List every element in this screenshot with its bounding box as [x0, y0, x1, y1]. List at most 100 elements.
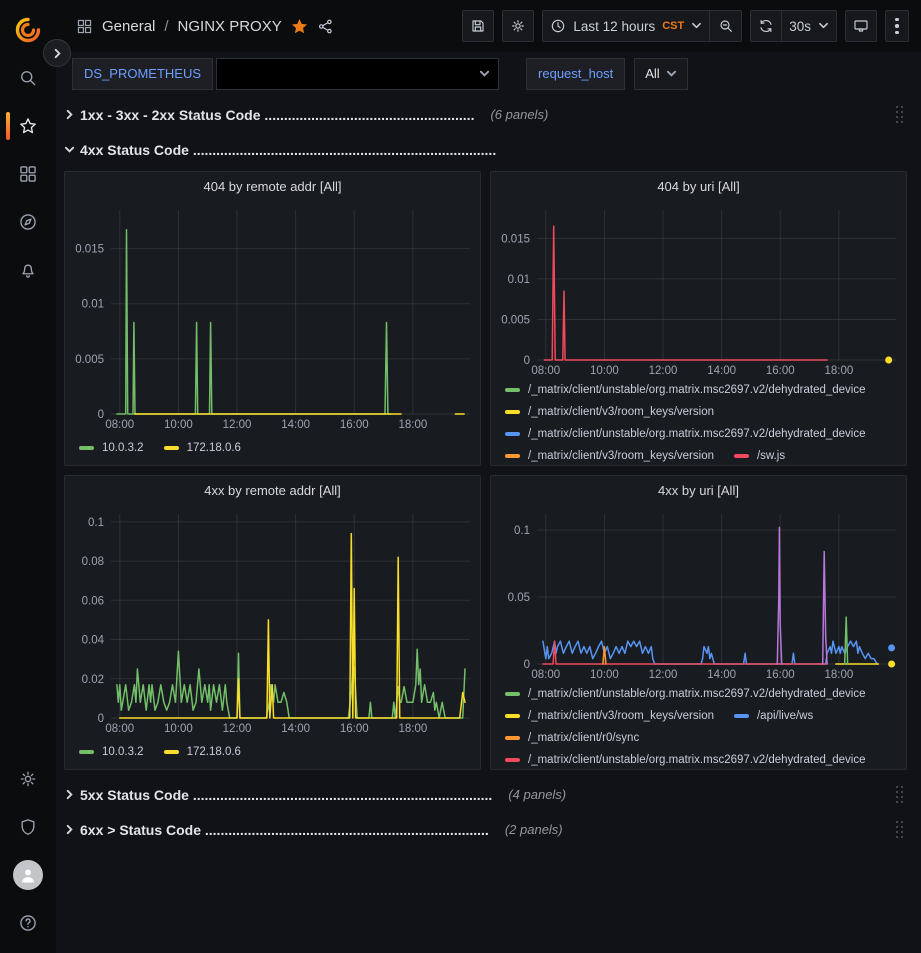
svg-text:0.04: 0.04 [82, 635, 105, 647]
legend-label: /_matrix/client/unstable/org.matrix.msc2… [528, 754, 866, 766]
row-4xx[interactable]: 4xx Status Code ........................… [64, 136, 907, 163]
svg-text:18:00: 18:00 [824, 669, 853, 681]
svg-text:0: 0 [98, 713, 104, 725]
svg-text:0.005: 0.005 [501, 314, 530, 326]
svg-text:12:00: 12:00 [649, 365, 678, 377]
legend-swatch [163, 750, 179, 754]
timeseries-chart[interactable]: 0 0.005 0.01 0.015 08:00 10:00 12:00 14:00 16:00… [65, 200, 480, 433]
legend-swatch [505, 714, 520, 718]
svg-text:08:00: 08:00 [105, 723, 134, 735]
dashboard-content: 1xx - 3xx - 2xx Status Code ............… [56, 95, 921, 953]
request-host-value-select[interactable]: All [634, 57, 688, 90]
share-dashboard-button[interactable] [317, 18, 334, 35]
ds-prometheus-label[interactable]: DS_PROMETHEUS [72, 57, 214, 90]
chevron-down-icon [691, 19, 702, 34]
sidebar-item-search[interactable] [0, 54, 56, 102]
sidebar-item-profile[interactable] [0, 851, 56, 899]
timeseries-chart[interactable]: 0 0.02 0.04 0.06 0.08 0.1 08:00 10:00 12:00 14:00… [65, 504, 480, 737]
row-panel-count: (6 panels) [490, 107, 549, 122]
chevron-down-icon [818, 19, 829, 34]
legend-label: /_matrix/client/r0/sync [528, 732, 640, 744]
panel-title[interactable]: 404 by remote addr [All] [203, 178, 342, 194]
legend-swatch [505, 388, 520, 392]
row-title: 4xx Status Code ........................… [80, 141, 497, 158]
row-drag-handle[interactable] [892, 102, 908, 128]
expand-sidebar-button[interactable] [43, 39, 71, 67]
cycle-view-mode-button[interactable] [845, 10, 877, 42]
chart-area: 0 0.005 0.01 0.015 08:00 10:00 12:00 14:00 16:00… [491, 200, 906, 379]
breadcrumb-section[interactable]: General [102, 17, 156, 35]
refresh-button[interactable] [750, 10, 783, 42]
panel-title[interactable]: 404 by uri [All] [657, 178, 740, 194]
row-drag-handle[interactable] [892, 782, 908, 808]
timeseries-chart[interactable]: 0 0.05 0.1 08:00 10:00 12:00 14:00 16:00 18:00 [491, 504, 906, 683]
dashboards-grid-icon[interactable] [76, 18, 93, 35]
page-title[interactable]: NGINX PROXY [177, 17, 282, 35]
dashboard-settings-button[interactable] [502, 10, 535, 42]
sidebar-item-server-admin[interactable] [0, 803, 56, 851]
favorite-star-button[interactable] [291, 18, 308, 35]
legend-item[interactable]: /_matrix/client/unstable/org.matrix.msc2… [505, 423, 866, 445]
zoom-out-time-button[interactable] [710, 10, 743, 42]
svg-text:16:00: 16:00 [766, 669, 795, 681]
legend-item[interactable]: /_matrix/client/v3/room_keys/version [505, 401, 714, 423]
legend-item[interactable]: /_matrix/client/v3/room_keys/version [505, 445, 714, 465]
legend-item[interactable]: 172.18.0.6 [163, 437, 241, 459]
panel-title[interactable]: 4xx by remote addr [All] [204, 482, 341, 498]
person-icon [21, 869, 35, 883]
legend-item[interactable]: /_matrix/client/unstable/org.matrix.msc2… [505, 683, 866, 705]
zoom-out-icon [720, 20, 732, 32]
legend-item[interactable]: 10.0.3.2 [79, 741, 144, 763]
refresh-interval-picker[interactable]: 30s [782, 10, 837, 42]
svg-text:14:00: 14:00 [281, 419, 310, 431]
sidebar-item-alerting[interactable] [0, 246, 56, 294]
grafana-logo[interactable] [0, 6, 56, 54]
timezone-label: CST [662, 20, 685, 32]
sidebar-item-starred[interactable] [0, 102, 56, 150]
legend-item[interactable]: /_matrix/client/r0/sync [505, 727, 639, 749]
variables-submenu: DS_PROMETHEUS request_host All [56, 52, 921, 95]
panel-title[interactable]: 4xx by uri [All] [658, 482, 739, 498]
row-drag-handle[interactable] [892, 817, 908, 843]
legend-swatch [505, 454, 520, 458]
sidebar-item-dashboards[interactable] [0, 150, 56, 198]
more-options-button[interactable] [885, 10, 909, 42]
svg-text:0.05: 0.05 [508, 592, 530, 604]
legend-item[interactable]: /sw.js [733, 445, 785, 465]
svg-text:0: 0 [524, 659, 530, 671]
legend-item[interactable]: /api/live/ws [733, 705, 813, 727]
time-range-picker[interactable]: Last 12 hours CST [542, 10, 711, 42]
request-host-label[interactable]: request_host [526, 57, 626, 90]
refresh-icon [760, 19, 772, 33]
chart-area: 0 0.05 0.1 08:00 10:00 12:00 14:00 16:00 18:00 [491, 504, 906, 683]
ds-prometheus-select[interactable] [216, 57, 500, 90]
sidebar-item-configuration[interactable] [0, 755, 56, 803]
legend-item[interactable]: /_matrix/client/unstable/org.matrix.msc2… [505, 749, 866, 769]
svg-text:0.1: 0.1 [88, 517, 104, 529]
legend-label: /_matrix/client/unstable/org.matrix.msc2… [528, 688, 866, 700]
svg-text:08:00: 08:00 [105, 419, 134, 431]
row-5xx[interactable]: 5xx Status Code ........................… [64, 781, 907, 808]
svg-text:0.1: 0.1 [514, 525, 530, 537]
panel-legend: /_matrix/client/unstable/org.matrix.msc2… [491, 683, 906, 769]
save-dashboard-button[interactable] [462, 10, 495, 42]
svg-text:0.015: 0.015 [501, 233, 530, 245]
legend-item[interactable]: 172.18.0.6 [163, 741, 241, 763]
svg-text:08:00: 08:00 [531, 365, 560, 377]
top-navbar: General / NGINX PROXY [56, 0, 921, 52]
legend-label: /_matrix/client/v3/room_keys/version [528, 406, 714, 418]
row-1xx-3xx-2xx[interactable]: 1xx - 3xx - 2xx Status Code ............… [64, 101, 907, 128]
legend-item[interactable]: 10.0.3.2 [79, 437, 144, 459]
row-6xx[interactable]: 6xx > Status Code ......................… [64, 816, 907, 843]
sidebar-item-explore[interactable] [0, 198, 56, 246]
save-icon [472, 20, 484, 32]
panel: 4xx by remote addr [All] 0 0.02 0.04 0.06 0.0… [64, 475, 481, 770]
legend-item[interactable]: /_matrix/client/unstable/org.matrix.msc2… [505, 379, 866, 401]
timeseries-chart[interactable]: 0 0.005 0.01 0.015 08:00 10:00 12:00 14:00 16:00… [491, 200, 906, 379]
svg-text:0.015: 0.015 [75, 244, 104, 256]
legend-item[interactable]: /_matrix/client/v3/room_keys/version [505, 705, 714, 727]
grafana-logo-icon [15, 17, 41, 43]
sidebar-item-help[interactable] [0, 899, 56, 947]
svg-text:18:00: 18:00 [824, 365, 853, 377]
